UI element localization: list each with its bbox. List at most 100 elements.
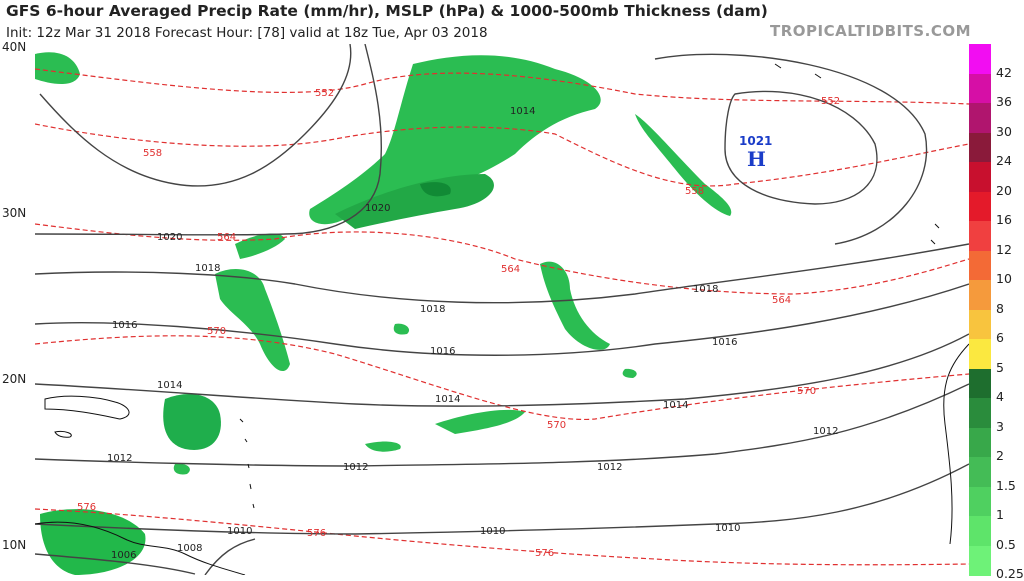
- precip-front-line: [635, 114, 732, 216]
- colorbar-segment: [969, 398, 991, 428]
- chart-subtitle: Init: 12z Mar 31 2018 Forecast Hour: [78…: [6, 25, 488, 41]
- isobars: [35, 44, 969, 575]
- isobar-label: 1018: [195, 263, 220, 274]
- colorbar-segment: [969, 545, 991, 576]
- thickness-label: 576: [307, 528, 326, 539]
- thickness-label: 552: [315, 88, 334, 99]
- colorbar-label: 36: [996, 94, 1012, 110]
- isobar-label: 1012: [343, 462, 368, 473]
- precip-small-2: [173, 463, 190, 475]
- thickness-label: 576: [77, 502, 96, 513]
- chart-title: GFS 6-hour Averaged Precip Rate (mm/hr),…: [6, 2, 768, 20]
- isobar-label: 1008: [177, 543, 202, 554]
- precip-band-west: [215, 269, 290, 372]
- precip-strip-south-2: [365, 441, 401, 452]
- colorbar-label: 12: [996, 241, 1012, 257]
- precip-strip-south: [435, 409, 525, 434]
- colorbar-label: 24: [996, 153, 1012, 169]
- colorbar-label: 30: [996, 123, 1012, 139]
- isobar-label: 1010: [480, 526, 505, 537]
- thickness-label: 558: [685, 186, 704, 197]
- thickness-label: 564: [501, 264, 520, 275]
- precip-caribbean: [163, 394, 221, 450]
- map-canvas: 1014 1020 1020 1018 1018 1018 1016 1016 …: [35, 44, 969, 575]
- precip-nw: [35, 52, 80, 84]
- thickness-label: 564: [772, 295, 791, 306]
- isobar-label: 1014: [510, 106, 535, 117]
- colorbar-label: 4: [996, 389, 1004, 405]
- colorbar-label: 42: [996, 64, 1012, 80]
- thickness-label: 564: [217, 232, 236, 243]
- colorbar-label: 8: [996, 300, 1004, 316]
- isobar-label: 1012: [813, 426, 838, 437]
- isobar-label: 1006: [111, 550, 136, 561]
- weather-map[interactable]: 1014 1020 1020 1018 1018 1018 1016 1016 …: [35, 44, 969, 575]
- thickness-label: 558: [143, 148, 162, 159]
- colorbar-segment: [969, 44, 991, 74]
- isobar-label: 1020: [365, 203, 390, 214]
- isobar-label: 1012: [107, 453, 132, 464]
- isobar-label: 1014: [663, 400, 688, 411]
- isobar-label: 1014: [435, 394, 460, 405]
- colorbar-segment: [969, 457, 991, 487]
- colorbar-label: 1: [996, 507, 1004, 523]
- isobar-label: 1018: [693, 284, 718, 295]
- precip-small-1: [393, 323, 410, 335]
- isobar-label: 1010: [227, 526, 252, 537]
- high-pressure-value: 1021: [739, 134, 772, 148]
- colorbar-label: 5: [996, 359, 1004, 375]
- colorbar-segment: [969, 73, 991, 104]
- precip-core-dark: [420, 182, 451, 197]
- high-pressure-center[interactable]: 1021 H: [739, 134, 772, 171]
- colorbar-label: 16: [996, 212, 1012, 228]
- colorbar-segment: [969, 162, 991, 192]
- precip-band-northeast: [309, 55, 601, 225]
- high-pressure-letter: H: [747, 147, 766, 171]
- isobar-label: 1020: [157, 232, 182, 243]
- lat-label-40n: 40N: [2, 40, 27, 54]
- colorbar-segment: [969, 427, 991, 458]
- precip-west-strip: [235, 233, 285, 259]
- isobar-label: 1016: [712, 337, 737, 348]
- thickness-label: 570: [797, 386, 816, 397]
- colorbar-segment: [969, 250, 991, 281]
- colorbar-label: 2: [996, 448, 1004, 464]
- colorbar-label: 0.25: [996, 566, 1024, 581]
- precip-small-3: [622, 368, 637, 378]
- colorbar-segment: [969, 368, 991, 399]
- thickness-lines: [35, 68, 969, 566]
- land-outlines: [35, 63, 969, 575]
- colorbar-label: 3: [996, 418, 1004, 434]
- colorbar-segment: [969, 486, 991, 517]
- colorbar-segment: [969, 132, 991, 163]
- lat-label-10n: 10N: [2, 538, 27, 552]
- colorbar-segment: [969, 516, 991, 546]
- thickness-label: 570: [207, 326, 226, 337]
- lat-label-20n: 20N: [2, 372, 27, 386]
- colorbar-segment: [969, 103, 991, 133]
- colorbar-label: 10: [996, 271, 1012, 287]
- isobar-label: 1018: [420, 304, 445, 315]
- site-watermark[interactable]: TROPICALTIDBITS.COM: [770, 22, 971, 40]
- thickness-label: 570: [547, 420, 566, 431]
- precip-colorbar: [969, 44, 991, 576]
- precip-areas: [35, 52, 732, 575]
- lat-label-30n: 30N: [2, 206, 27, 220]
- thickness-label: 552: [821, 96, 840, 107]
- colorbar-label: 0.5: [996, 536, 1016, 552]
- precip-sw: [40, 509, 146, 575]
- isobar-label-group: 1014 1020 1020 1018 1018 1018 1016 1016 …: [107, 106, 838, 561]
- colorbar-segment: [969, 339, 991, 369]
- precip-trough-hook: [540, 261, 610, 350]
- colorbar-label: 20: [996, 182, 1012, 198]
- isobar-label: 1014: [157, 380, 182, 391]
- isobar-label: 1010: [715, 523, 740, 534]
- isobar-label: 1012: [597, 462, 622, 473]
- thickness-label: 576: [535, 548, 554, 559]
- isobar-label: 1016: [430, 346, 455, 357]
- precip-band-central: [335, 174, 494, 229]
- colorbar-segment: [969, 221, 991, 251]
- colorbar-segment: [969, 280, 991, 310]
- colorbar-segment: [969, 309, 991, 340]
- colorbar-label: 1.5: [996, 477, 1016, 493]
